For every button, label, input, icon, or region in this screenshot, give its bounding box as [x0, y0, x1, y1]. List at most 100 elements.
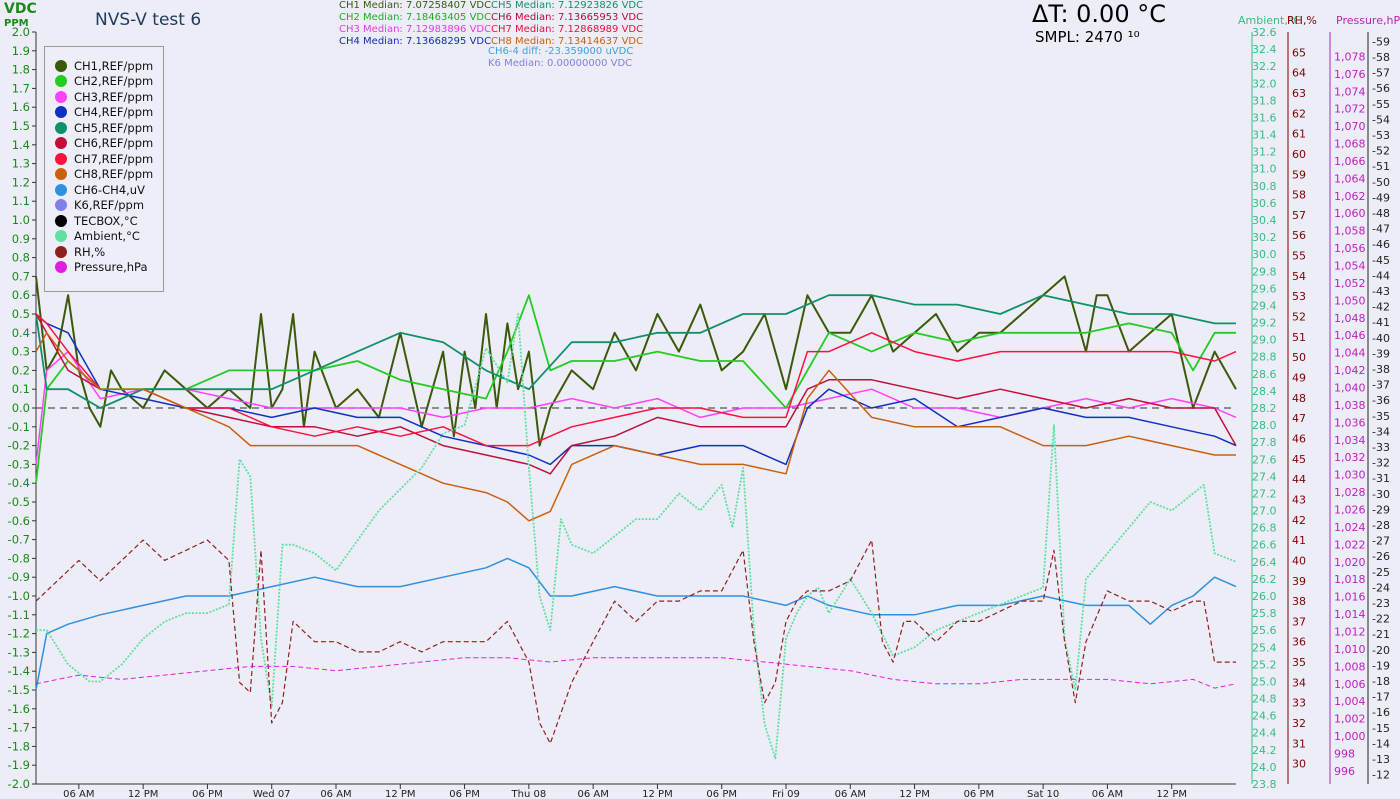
- y-tick-label: 1.1: [12, 194, 30, 208]
- right-tick-label: -38: [1372, 363, 1390, 376]
- right-tick-label: 1,042: [1334, 364, 1366, 377]
- y-tick-label: -0.1: [8, 420, 30, 434]
- median-label: CH4 Median: 7.13668295 VDC: [339, 36, 492, 47]
- series-line-5: [35, 294, 1236, 409]
- legend-marker-icon: [55, 183, 67, 196]
- legend-item[interactable]: CH6,REF/ppm: [55, 136, 153, 151]
- right-tick-label: 65: [1292, 46, 1306, 59]
- legend-item[interactable]: K6,REF/ppm: [55, 198, 144, 213]
- right-tick-label: 27.6: [1252, 453, 1277, 466]
- right-tick-label: -43: [1372, 285, 1390, 298]
- right-tick-label: 58: [1292, 189, 1306, 202]
- x-tick-label: Wed 07: [253, 789, 291, 799]
- right-tick-label: 1,062: [1334, 190, 1366, 203]
- series-line-2: [35, 294, 1236, 484]
- right-tick-label: 1,030: [1334, 469, 1366, 482]
- y-tick-label: 0.8: [12, 251, 30, 265]
- y-tick-label: 0.2: [12, 363, 30, 377]
- right-tick-label: -36: [1372, 394, 1390, 407]
- legend-label: Ambient,°C: [74, 229, 140, 243]
- y-tick-label: -2.0: [8, 777, 30, 791]
- right-tick-label: 45: [1292, 453, 1306, 466]
- right-tick-label: 1,074: [1334, 85, 1366, 98]
- median-label: CH8 Median: 7.13414637 VDC: [491, 36, 644, 47]
- right-tick-label: 32.4: [1252, 43, 1277, 56]
- y-tick-label: -1.8: [8, 739, 30, 753]
- legend-item[interactable]: Ambient,°C: [55, 229, 140, 244]
- right-tick-label: -54: [1372, 113, 1390, 126]
- y-tick-label: 1.7: [12, 81, 30, 95]
- y-tick-label: 1.4: [12, 138, 30, 152]
- legend-marker-icon: [55, 230, 67, 242]
- right-tick-label: -13: [1372, 753, 1390, 766]
- right-tick-label: 1,034: [1334, 434, 1366, 447]
- right-tick-label: -44: [1372, 269, 1390, 282]
- legend-item[interactable]: CH3,REF/ppm: [55, 89, 153, 104]
- legend-label: Pressure,hPa: [74, 260, 148, 274]
- y-tick-label: 0.6: [12, 288, 30, 302]
- right-tick-label: 62: [1292, 107, 1306, 120]
- legend-marker-icon: [55, 75, 67, 87]
- right-tick-label: -31: [1372, 472, 1390, 485]
- right-tick-label: 37: [1292, 615, 1306, 628]
- legend-label: CH8,REF/ppm: [74, 167, 154, 181]
- legend-item[interactable]: CH4,REF/ppm: [55, 105, 153, 120]
- right-tick-label: -27: [1372, 535, 1390, 548]
- x-tick-label: 06 AM: [63, 789, 94, 799]
- legend-label: CH2,REF/ppm: [74, 74, 154, 88]
- y-tick-label: 1.9: [12, 44, 30, 58]
- legend-item[interactable]: CH2,REF/ppm: [55, 74, 153, 89]
- right-tick-label: -50: [1372, 176, 1390, 189]
- right-tick-label: 28.2: [1252, 402, 1277, 415]
- right-tick-label: 42: [1292, 514, 1306, 527]
- right-tick-label: 36: [1292, 636, 1306, 649]
- right-tick-label: 28.4: [1252, 385, 1277, 398]
- right-tick-label: -29: [1372, 503, 1390, 516]
- right-tick-label: 29.2: [1252, 317, 1277, 330]
- right-tick-label: -46: [1372, 238, 1390, 251]
- right-tick-label: -57: [1372, 67, 1390, 80]
- right-tick-label: 47: [1292, 412, 1306, 425]
- x-tick-label: 06 AM: [320, 789, 351, 799]
- right-tick-label: -55: [1372, 98, 1390, 111]
- right-tick-label: 39: [1292, 575, 1306, 588]
- legend-item[interactable]: CH1,REF/ppm: [55, 58, 153, 73]
- sample-count: SMPL: 2470 ¹⁰: [1035, 28, 1140, 46]
- legend-item[interactable]: RH,%: [55, 244, 105, 259]
- right-tick-label: 27.8: [1252, 436, 1277, 449]
- y-tick-label: -1.2: [8, 627, 30, 641]
- y-tick-label: -1.3: [8, 645, 30, 659]
- y-tick-label: 0.5: [12, 307, 30, 321]
- right-tick-label: 38: [1292, 595, 1306, 608]
- legend-item[interactable]: Pressure,hPa: [55, 260, 148, 275]
- legend-item[interactable]: CH5,REF/ppm: [55, 120, 153, 135]
- legend-item[interactable]: TECBOX,°C: [55, 213, 138, 228]
- right-tick-label: 1,078: [1334, 50, 1366, 63]
- right-tick-label: 26.4: [1252, 556, 1277, 569]
- right-tick-label: 1,022: [1334, 538, 1366, 551]
- right-tick-label: 998: [1334, 748, 1355, 761]
- right-tick-label: 51: [1292, 331, 1306, 344]
- legend-marker-icon: [55, 121, 67, 134]
- right-tick-label: 28.8: [1252, 351, 1277, 364]
- right-tick-label: -49: [1372, 191, 1390, 204]
- right-tick-label: -41: [1372, 316, 1390, 329]
- y-tick-label: 1.3: [12, 157, 30, 171]
- right-tick-label: 1,058: [1334, 225, 1366, 238]
- legend-item[interactable]: CH6-CH4,uV: [55, 182, 145, 197]
- right-tick-label: -22: [1372, 613, 1390, 626]
- right-tick-label: 26.6: [1252, 539, 1277, 552]
- legend-item[interactable]: CH8,REF/ppm: [55, 167, 153, 182]
- delta-t-readout: ΔT: 0.00 °C: [1032, 0, 1166, 28]
- y-tick-label: -0.6: [8, 514, 30, 528]
- right-tick-label: -34: [1372, 425, 1390, 438]
- right-tick-label: -30: [1372, 488, 1390, 501]
- right-tick-label: 32.0: [1252, 77, 1277, 90]
- y-tick-label: 1.6: [12, 100, 30, 114]
- right-tick-label: -28: [1372, 519, 1390, 532]
- legend-label: CH1,REF/ppm: [74, 58, 154, 73]
- right-tick-label: 27.4: [1252, 470, 1277, 483]
- legend-item[interactable]: CH7,REF/ppm: [55, 151, 153, 166]
